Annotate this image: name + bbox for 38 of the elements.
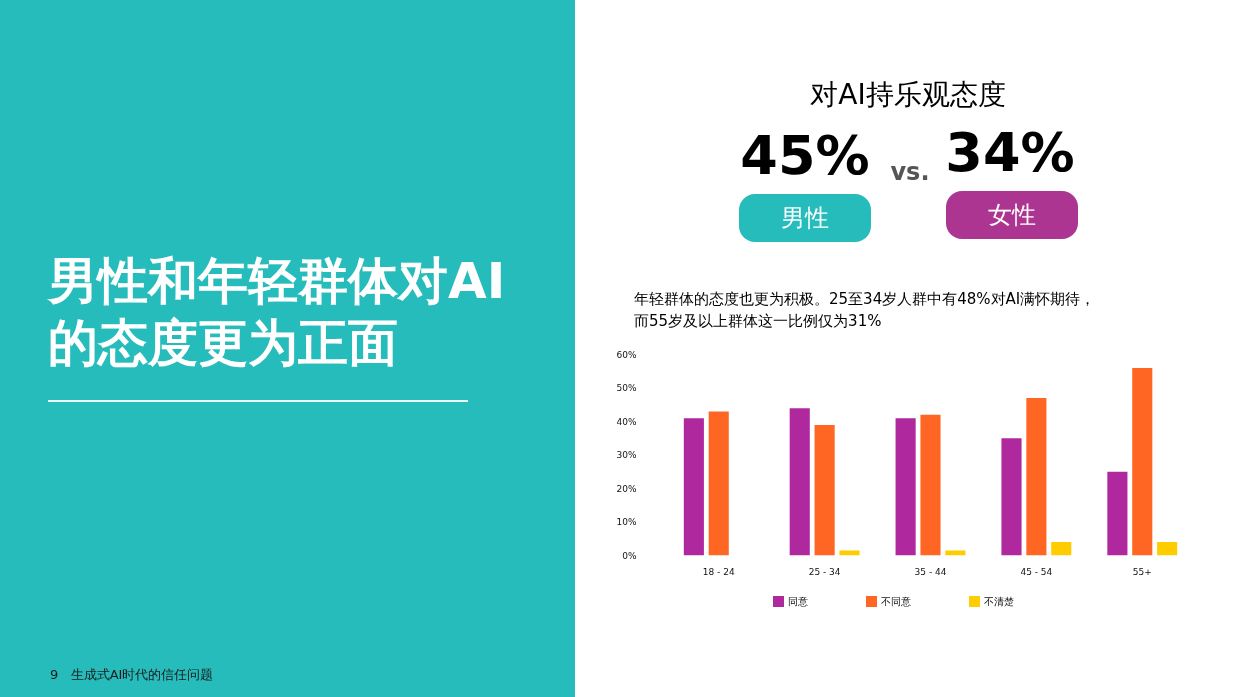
legend-label: 不同意 [881, 595, 911, 607]
bar [1026, 398, 1047, 556]
text: 对AI持乐观态度 [809, 77, 1007, 113]
y-tick-label: 30% [616, 450, 637, 461]
legend-label: 不清楚 [984, 595, 1014, 607]
bar [814, 424, 835, 556]
bar [895, 418, 916, 556]
text: 女性 [946, 191, 1078, 239]
bar [683, 418, 704, 556]
x-tick-label: 55+ [1132, 566, 1152, 577]
x-tick-label: 18 - 24 [702, 566, 735, 577]
x-tick-label: 25 - 34 [808, 566, 841, 577]
bar [1001, 438, 1022, 556]
y-tick-label: 20% [616, 483, 637, 494]
bar [1107, 471, 1128, 556]
text: 34% [945, 120, 1075, 184]
x-tick-label: 35 - 44 [914, 566, 947, 577]
x-tick-label: 45 - 54 [1020, 566, 1053, 577]
text: 9 生成式AI时代的信任问题 [50, 667, 214, 682]
text: 男性 [739, 194, 871, 242]
bar [789, 408, 810, 556]
chart-subtitle: 年轻群体的态度也更为积极。25至34岁人群中有48%对AI满怀期待，而55岁及以上群体这一比例仅为31% [634, 289, 1096, 332]
bar [945, 550, 966, 556]
bar [1051, 542, 1072, 556]
y-tick-label: 40% [616, 416, 637, 427]
y-tick-label: 0% [622, 550, 637, 561]
legend-label: 同意 [788, 595, 808, 607]
bar [839, 550, 860, 556]
y-tick-label: 10% [616, 517, 637, 528]
bar [708, 411, 729, 556]
bar [920, 414, 941, 556]
y-tick-label: 60% [616, 349, 637, 360]
y-tick-label: 50% [616, 383, 637, 394]
text: 45% [740, 123, 870, 187]
chart-title: 男性和年轻群体对AI的态度更为正面 [48, 251, 507, 374]
bar [1132, 367, 1153, 556]
text: vs. [889, 158, 931, 186]
bar [1157, 542, 1178, 556]
